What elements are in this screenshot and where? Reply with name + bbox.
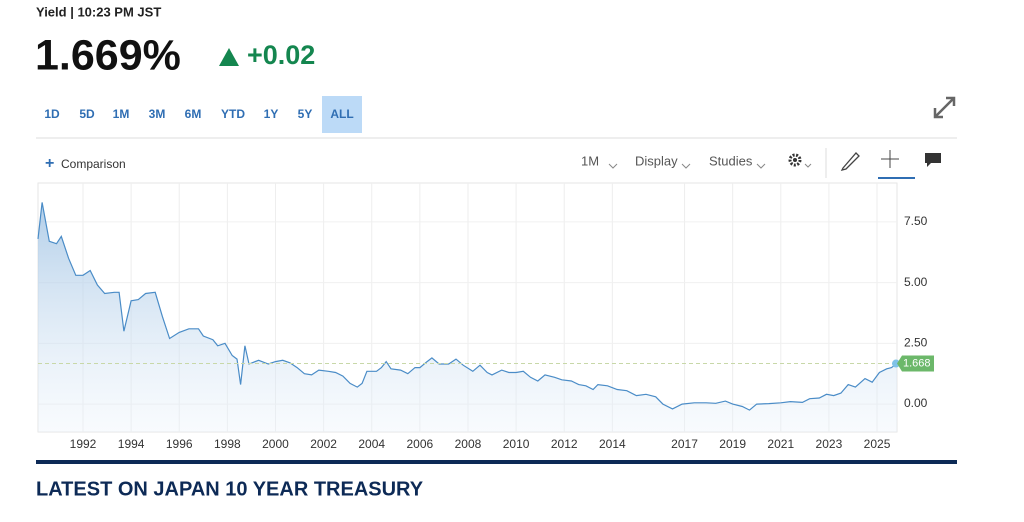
range-button[interactable]: 3M [149,107,166,121]
x-tick-label: 1996 [166,437,193,451]
studies-button[interactable]: Studies [709,153,753,168]
chevron [804,163,812,168]
y-tick-label: 2.50 [904,336,928,350]
plus-icon[interactable]: + [45,155,54,172]
chevron [756,163,766,169]
display-button[interactable]: Display [635,153,678,168]
range-button[interactable]: 5Y [298,107,313,121]
x-tick-label: 2019 [719,437,746,451]
last-value-label: 1.668 [903,357,931,369]
interval-button[interactable]: 1M [581,153,599,168]
x-tick-label: 2002 [310,437,337,451]
x-tick-label: 2004 [358,437,385,451]
x-tick-label: 1998 [214,437,241,451]
price: 1.669% [35,31,181,79]
section-rule [36,460,957,464]
x-tick-label: 2006 [407,437,434,451]
x-tick-label: 1994 [118,437,145,451]
x-tick-label: 2025 [864,437,891,451]
x-tick-label: 2014 [599,437,626,451]
comparison-button[interactable]: Comparison [61,157,126,171]
settings-icon[interactable] [788,153,802,167]
comment-icon[interactable] [925,153,941,167]
range-selector: 1D 5D 1M 3M 6M YTD 1Y 5Y ALL [44,96,362,133]
expand-icon[interactable] [933,96,956,119]
range-button[interactable]: 1M [113,107,130,121]
area [38,202,897,432]
y-tick-label: 5.00 [904,275,928,289]
crosshair-icon[interactable] [881,150,899,168]
y-tick-label: 7.50 [904,214,928,228]
up-arrow [219,48,239,66]
y-tick-label: 0.00 [904,396,928,410]
x-tick-label: 2021 [767,437,794,451]
x-tick-label: 2010 [503,437,530,451]
chart: 1992 1994 1996 1998 2000 2002 2004 2006 2008 2010… [37,182,934,451]
range-button[interactable]: 5D [79,107,95,121]
range-button[interactable]: 1Y [264,107,279,121]
x-tick-label: 2023 [816,437,843,451]
x-tick-label: 1992 [70,437,97,451]
last-value-tag [897,355,934,372]
range-button[interactable]: ALL [330,107,353,121]
x-tick-label: 2017 [671,437,698,451]
x-tick-label: 2008 [455,437,482,451]
x-tick-label: 2012 [551,437,578,451]
last-value-marker [892,359,900,368]
x-tick-label: 2000 [262,437,289,451]
section-title: LATEST ON JAPAN 10 YEAR TREASURY [36,478,424,500]
change: +0.02 [247,40,315,70]
range-button[interactable]: 1D [44,107,60,121]
quote-label: Yield | 10:23 PM JST [36,4,161,19]
range-active-bg [322,96,362,133]
range-button[interactable]: 6M [185,107,202,121]
draw-icon[interactable] [840,152,860,171]
range-button[interactable]: YTD [221,107,245,121]
chevron [608,163,618,169]
line [37,202,898,411]
chevron [681,163,691,169]
